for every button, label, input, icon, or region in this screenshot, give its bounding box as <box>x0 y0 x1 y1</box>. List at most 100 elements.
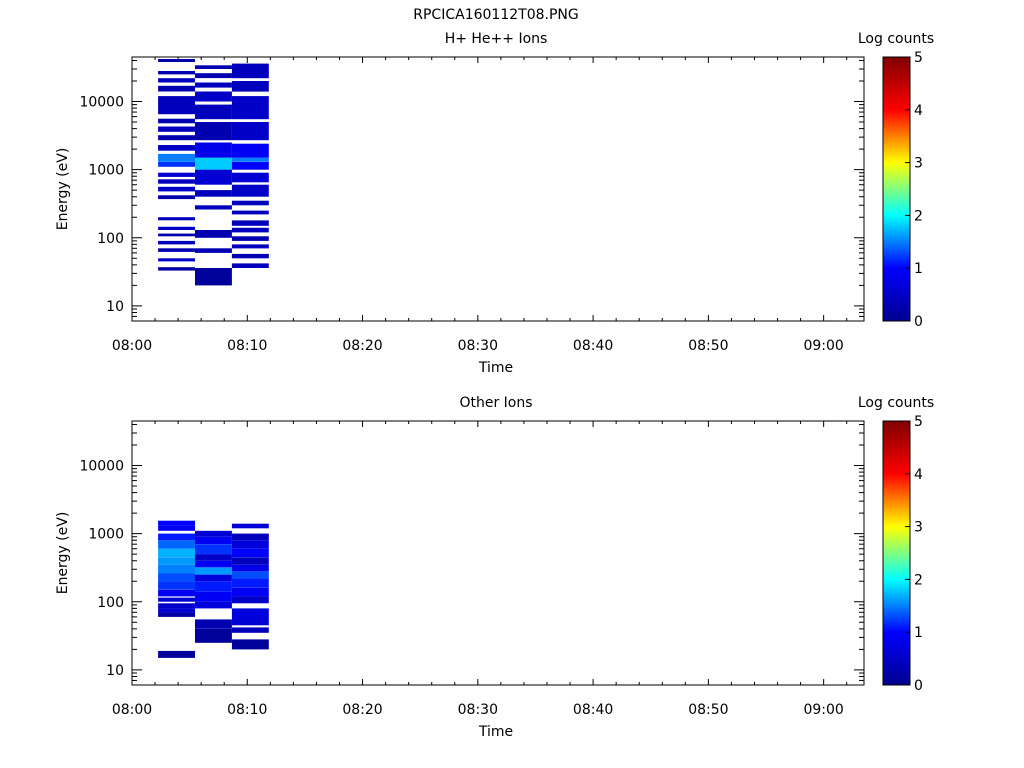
spectrogram-cell <box>158 540 195 549</box>
spectrogram-cell <box>158 581 195 590</box>
spectrogram-cell <box>195 530 232 537</box>
y-tick-label: 10000 <box>79 459 124 475</box>
x-tick-label: 08:40 <box>573 338 613 354</box>
spectrogram-cell <box>231 220 269 226</box>
spectrogram-cell <box>158 608 195 613</box>
colorbar-tick-label: 0 <box>914 678 923 694</box>
colorbar-label: Log counts <box>858 31 934 47</box>
spectrogram-cell <box>195 574 232 582</box>
spectrogram-cell <box>195 65 232 69</box>
colorbar-tick-label: 5 <box>914 414 923 430</box>
x-tick-label: 08:10 <box>227 702 267 718</box>
x-tick-label: 08:40 <box>573 702 613 718</box>
x-tick-label: 08:50 <box>688 338 728 354</box>
spectrogram-cell <box>195 268 232 286</box>
x-tick-label: 08:30 <box>458 702 498 718</box>
spectrogram-cell <box>158 589 195 597</box>
spectrogram-cell <box>195 248 232 253</box>
spectrogram-cell <box>195 230 232 238</box>
spectrogram-cell <box>158 603 195 609</box>
spectrogram-cell <box>231 578 269 588</box>
x-tick-label: 08:20 <box>342 702 382 718</box>
spectrogram-cell <box>231 200 269 206</box>
spectrogram-cell <box>231 533 269 541</box>
spectrogram-cell <box>231 184 269 197</box>
colorbar-tick-label: 4 <box>914 467 923 483</box>
colorbar-tick-label: 1 <box>914 261 923 277</box>
spectrogram-cell <box>158 258 195 262</box>
spectrogram-cell <box>231 548 269 558</box>
x-tick-label: 08:00 <box>112 702 152 718</box>
plot-frame <box>131 420 865 686</box>
spectrogram-cell <box>195 619 232 629</box>
spectrogram-cell <box>158 525 195 531</box>
spectrogram-cell <box>158 533 195 541</box>
spectrogram-cell <box>195 567 232 575</box>
spectrogram-cell <box>195 628 232 643</box>
spectrogram-cell <box>158 520 195 526</box>
spectrogram-cell <box>231 540 269 549</box>
colorbar-tick-label: 3 <box>914 520 923 536</box>
colorbar-tick-label: 5 <box>914 50 923 66</box>
spectrogram-cell <box>231 63 269 79</box>
spectrogram-cell <box>231 596 269 604</box>
panel-title: H+ He++ Ions <box>445 31 548 47</box>
colorbar-tick-label: 2 <box>914 208 923 224</box>
y-axis-label: Energy (eV) <box>55 148 71 231</box>
y-tick-label: 1000 <box>88 527 124 543</box>
spectrogram-cell <box>158 573 195 582</box>
spectrogram-cell <box>231 619 269 626</box>
spectrogram-cell <box>231 253 269 259</box>
spectrogram-cell <box>231 210 269 215</box>
spectrogram-cell <box>158 135 195 141</box>
spectrogram-cell <box>231 557 269 565</box>
x-axis-label: Time <box>478 360 513 376</box>
spectrogram-cell <box>195 205 232 210</box>
y-tick-label: 100 <box>97 595 124 611</box>
spectrogram-cell <box>158 650 195 658</box>
colorbar-tick-label: 2 <box>914 572 923 588</box>
spectrogram-cell <box>231 627 269 633</box>
spectrogram-cell <box>158 85 195 92</box>
spectrogram-cell <box>231 608 269 620</box>
y-tick-label: 100 <box>97 231 124 247</box>
spectrogram-cell <box>195 554 232 561</box>
y-tick-label: 10000 <box>79 95 124 111</box>
spectrogram-cell <box>158 153 195 162</box>
colorbar-tick-label: 1 <box>914 625 923 641</box>
spectrogram-cell <box>195 560 232 568</box>
spectrogram-cell <box>231 96 269 120</box>
spectrogram-cell <box>195 122 232 141</box>
spectrogram-cell <box>158 71 195 75</box>
spectrogram-cell <box>231 523 269 529</box>
spectrogram-cell <box>231 263 269 268</box>
spectrogram-cell <box>158 612 195 617</box>
colorbar-label: Log counts <box>858 395 934 411</box>
panel-title: Other Ions <box>459 395 532 411</box>
spectrogram-cell <box>158 179 195 184</box>
spectrogram-cell <box>195 91 232 102</box>
spectrogram-cell <box>195 601 232 609</box>
spectrogram-cell <box>158 597 195 602</box>
y-tick-label: 10 <box>106 663 124 679</box>
colorbar-tick-label: 3 <box>914 156 923 172</box>
spectrogram-cell <box>158 118 195 124</box>
x-tick-label: 08:10 <box>227 338 267 354</box>
spectrogram-cell <box>158 195 195 200</box>
spectrogram-cell <box>231 81 269 92</box>
spectrogram-cell <box>195 581 232 592</box>
spectrogram-cell <box>231 157 269 162</box>
x-axis-label: Time <box>478 724 513 740</box>
colorbar-tick-label: 4 <box>914 103 923 119</box>
spectrogram-cell <box>231 564 269 572</box>
spectrogram-cell <box>231 161 269 170</box>
spectrogram-cell <box>231 227 269 233</box>
y-axis-label: Energy (eV) <box>55 512 71 595</box>
x-tick-label: 08:00 <box>112 338 152 354</box>
spectrogram-cell <box>231 172 269 183</box>
spectrogram-cell <box>158 233 195 237</box>
spectrogram-cell <box>195 544 232 555</box>
spectrogram-cell <box>158 248 195 252</box>
spectrogram-cell <box>231 244 269 249</box>
